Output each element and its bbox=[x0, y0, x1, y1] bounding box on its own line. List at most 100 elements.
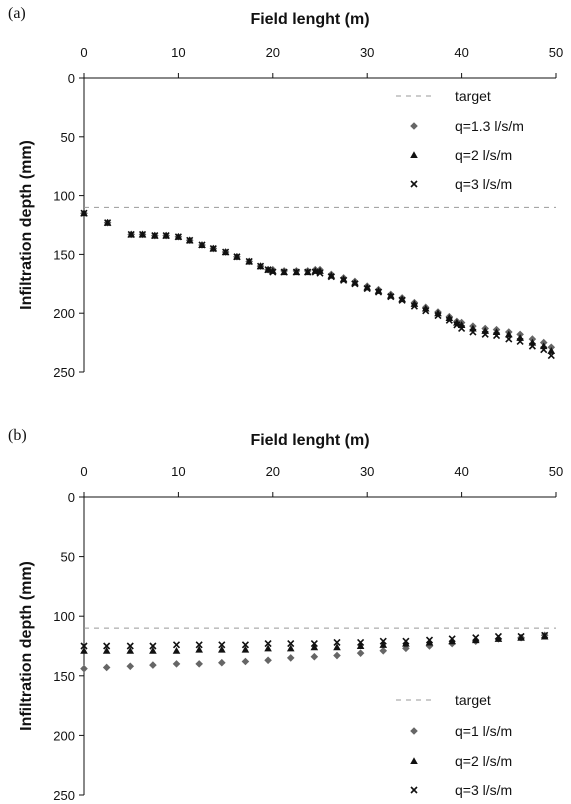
data-point bbox=[286, 644, 295, 652]
data-point bbox=[402, 637, 410, 645]
data-point bbox=[363, 283, 371, 291]
data-point bbox=[333, 638, 341, 646]
data-point bbox=[472, 634, 480, 642]
data-point bbox=[222, 248, 230, 256]
x-tick-label: 20 bbox=[266, 45, 280, 60]
data-point bbox=[374, 287, 383, 294]
y-tick-label: 50 bbox=[61, 550, 75, 565]
data-point bbox=[126, 646, 135, 654]
legend: target q=1 l/s/m q=2 l/s/m q=3 l/s/m bbox=[396, 692, 512, 798]
x-tick-label: 20 bbox=[266, 464, 280, 479]
data-point bbox=[379, 641, 388, 648]
data-point bbox=[264, 644, 272, 652]
data-point bbox=[310, 640, 318, 648]
y-tick-label: 250 bbox=[53, 365, 75, 380]
data-point bbox=[172, 660, 181, 668]
data-point bbox=[138, 230, 147, 238]
y-axis-title: Infiltration depth (mm) bbox=[18, 561, 35, 731]
data-point bbox=[422, 307, 430, 315]
data-point bbox=[245, 257, 253, 266]
data-point bbox=[327, 271, 336, 279]
data-point bbox=[241, 645, 250, 653]
data-point bbox=[102, 663, 111, 672]
data-point bbox=[104, 219, 112, 227]
data-point bbox=[241, 641, 249, 649]
data-point bbox=[445, 316, 453, 324]
data-point bbox=[357, 638, 365, 646]
series-triangle bbox=[80, 632, 549, 654]
data-point bbox=[102, 646, 111, 654]
data-point bbox=[233, 253, 241, 261]
data-point bbox=[547, 347, 556, 354]
series-cross bbox=[80, 209, 555, 360]
y-tick-label: 200 bbox=[53, 306, 75, 321]
data-point bbox=[398, 296, 406, 304]
data-point bbox=[186, 236, 194, 244]
x-tick-label: 40 bbox=[454, 45, 468, 60]
data-point bbox=[218, 645, 226, 653]
data-point bbox=[174, 233, 182, 241]
data-point bbox=[425, 642, 434, 650]
data-point bbox=[327, 273, 335, 281]
legend-symbol bbox=[410, 757, 418, 765]
legend-label: q=1.3 l/s/m bbox=[455, 118, 524, 134]
data-point bbox=[340, 276, 348, 284]
x-tick-label: 30 bbox=[360, 464, 374, 479]
y-tick-label: 250 bbox=[53, 788, 75, 803]
data-point bbox=[172, 646, 181, 654]
data-point bbox=[494, 635, 503, 642]
data-point bbox=[379, 646, 388, 655]
data-point bbox=[481, 330, 489, 338]
data-point bbox=[198, 241, 206, 249]
legend-label: target bbox=[455, 88, 491, 104]
legend-symbol bbox=[410, 786, 418, 794]
data-point bbox=[80, 646, 88, 654]
data-point bbox=[547, 351, 555, 360]
legend-label: q=3 l/s/m bbox=[455, 176, 512, 192]
data-point bbox=[151, 232, 159, 240]
x-tick-label: 50 bbox=[549, 45, 563, 60]
legend: target q=1.3 l/s/m q=2 l/s/m q=3 l/s/m bbox=[396, 88, 524, 192]
data-point bbox=[492, 331, 501, 340]
data-point bbox=[339, 275, 348, 283]
x-tick-label: 50 bbox=[549, 464, 563, 479]
data-point bbox=[286, 654, 295, 662]
legend-label: q=3 l/s/m bbox=[455, 782, 512, 798]
legend-symbol bbox=[410, 180, 418, 188]
data-point bbox=[505, 335, 513, 343]
data-point bbox=[162, 232, 170, 240]
y-tick-label: 0 bbox=[68, 71, 75, 86]
x-tick-label: 0 bbox=[80, 464, 87, 479]
y-axis-title: Infiltration depth (mm) bbox=[18, 140, 35, 310]
legend-label: q=2 l/s/m bbox=[455, 753, 512, 769]
data-point bbox=[218, 658, 226, 667]
data-point bbox=[425, 636, 434, 644]
y-tick-label: 50 bbox=[61, 130, 75, 145]
data-point bbox=[517, 632, 525, 641]
data-point bbox=[287, 640, 295, 648]
data-point bbox=[149, 646, 157, 654]
data-point bbox=[374, 288, 383, 296]
data-point bbox=[218, 641, 226, 649]
y-tick-label: 150 bbox=[53, 669, 75, 684]
data-point bbox=[80, 642, 88, 650]
data-point bbox=[363, 284, 371, 293]
data-point bbox=[425, 638, 434, 646]
data-point bbox=[126, 642, 134, 650]
data-point bbox=[471, 636, 480, 644]
y-tick-label: 100 bbox=[53, 189, 75, 204]
data-point bbox=[453, 321, 461, 329]
data-point bbox=[541, 631, 549, 639]
data-point bbox=[469, 328, 477, 336]
data-point bbox=[458, 324, 466, 333]
legend-symbol bbox=[410, 727, 418, 735]
data-point bbox=[516, 337, 524, 345]
data-point bbox=[264, 656, 272, 665]
data-point bbox=[127, 230, 135, 238]
data-point bbox=[292, 268, 300, 276]
data-point bbox=[280, 268, 288, 276]
data-point bbox=[256, 262, 265, 270]
data-point bbox=[149, 642, 157, 650]
data-point bbox=[379, 637, 387, 645]
